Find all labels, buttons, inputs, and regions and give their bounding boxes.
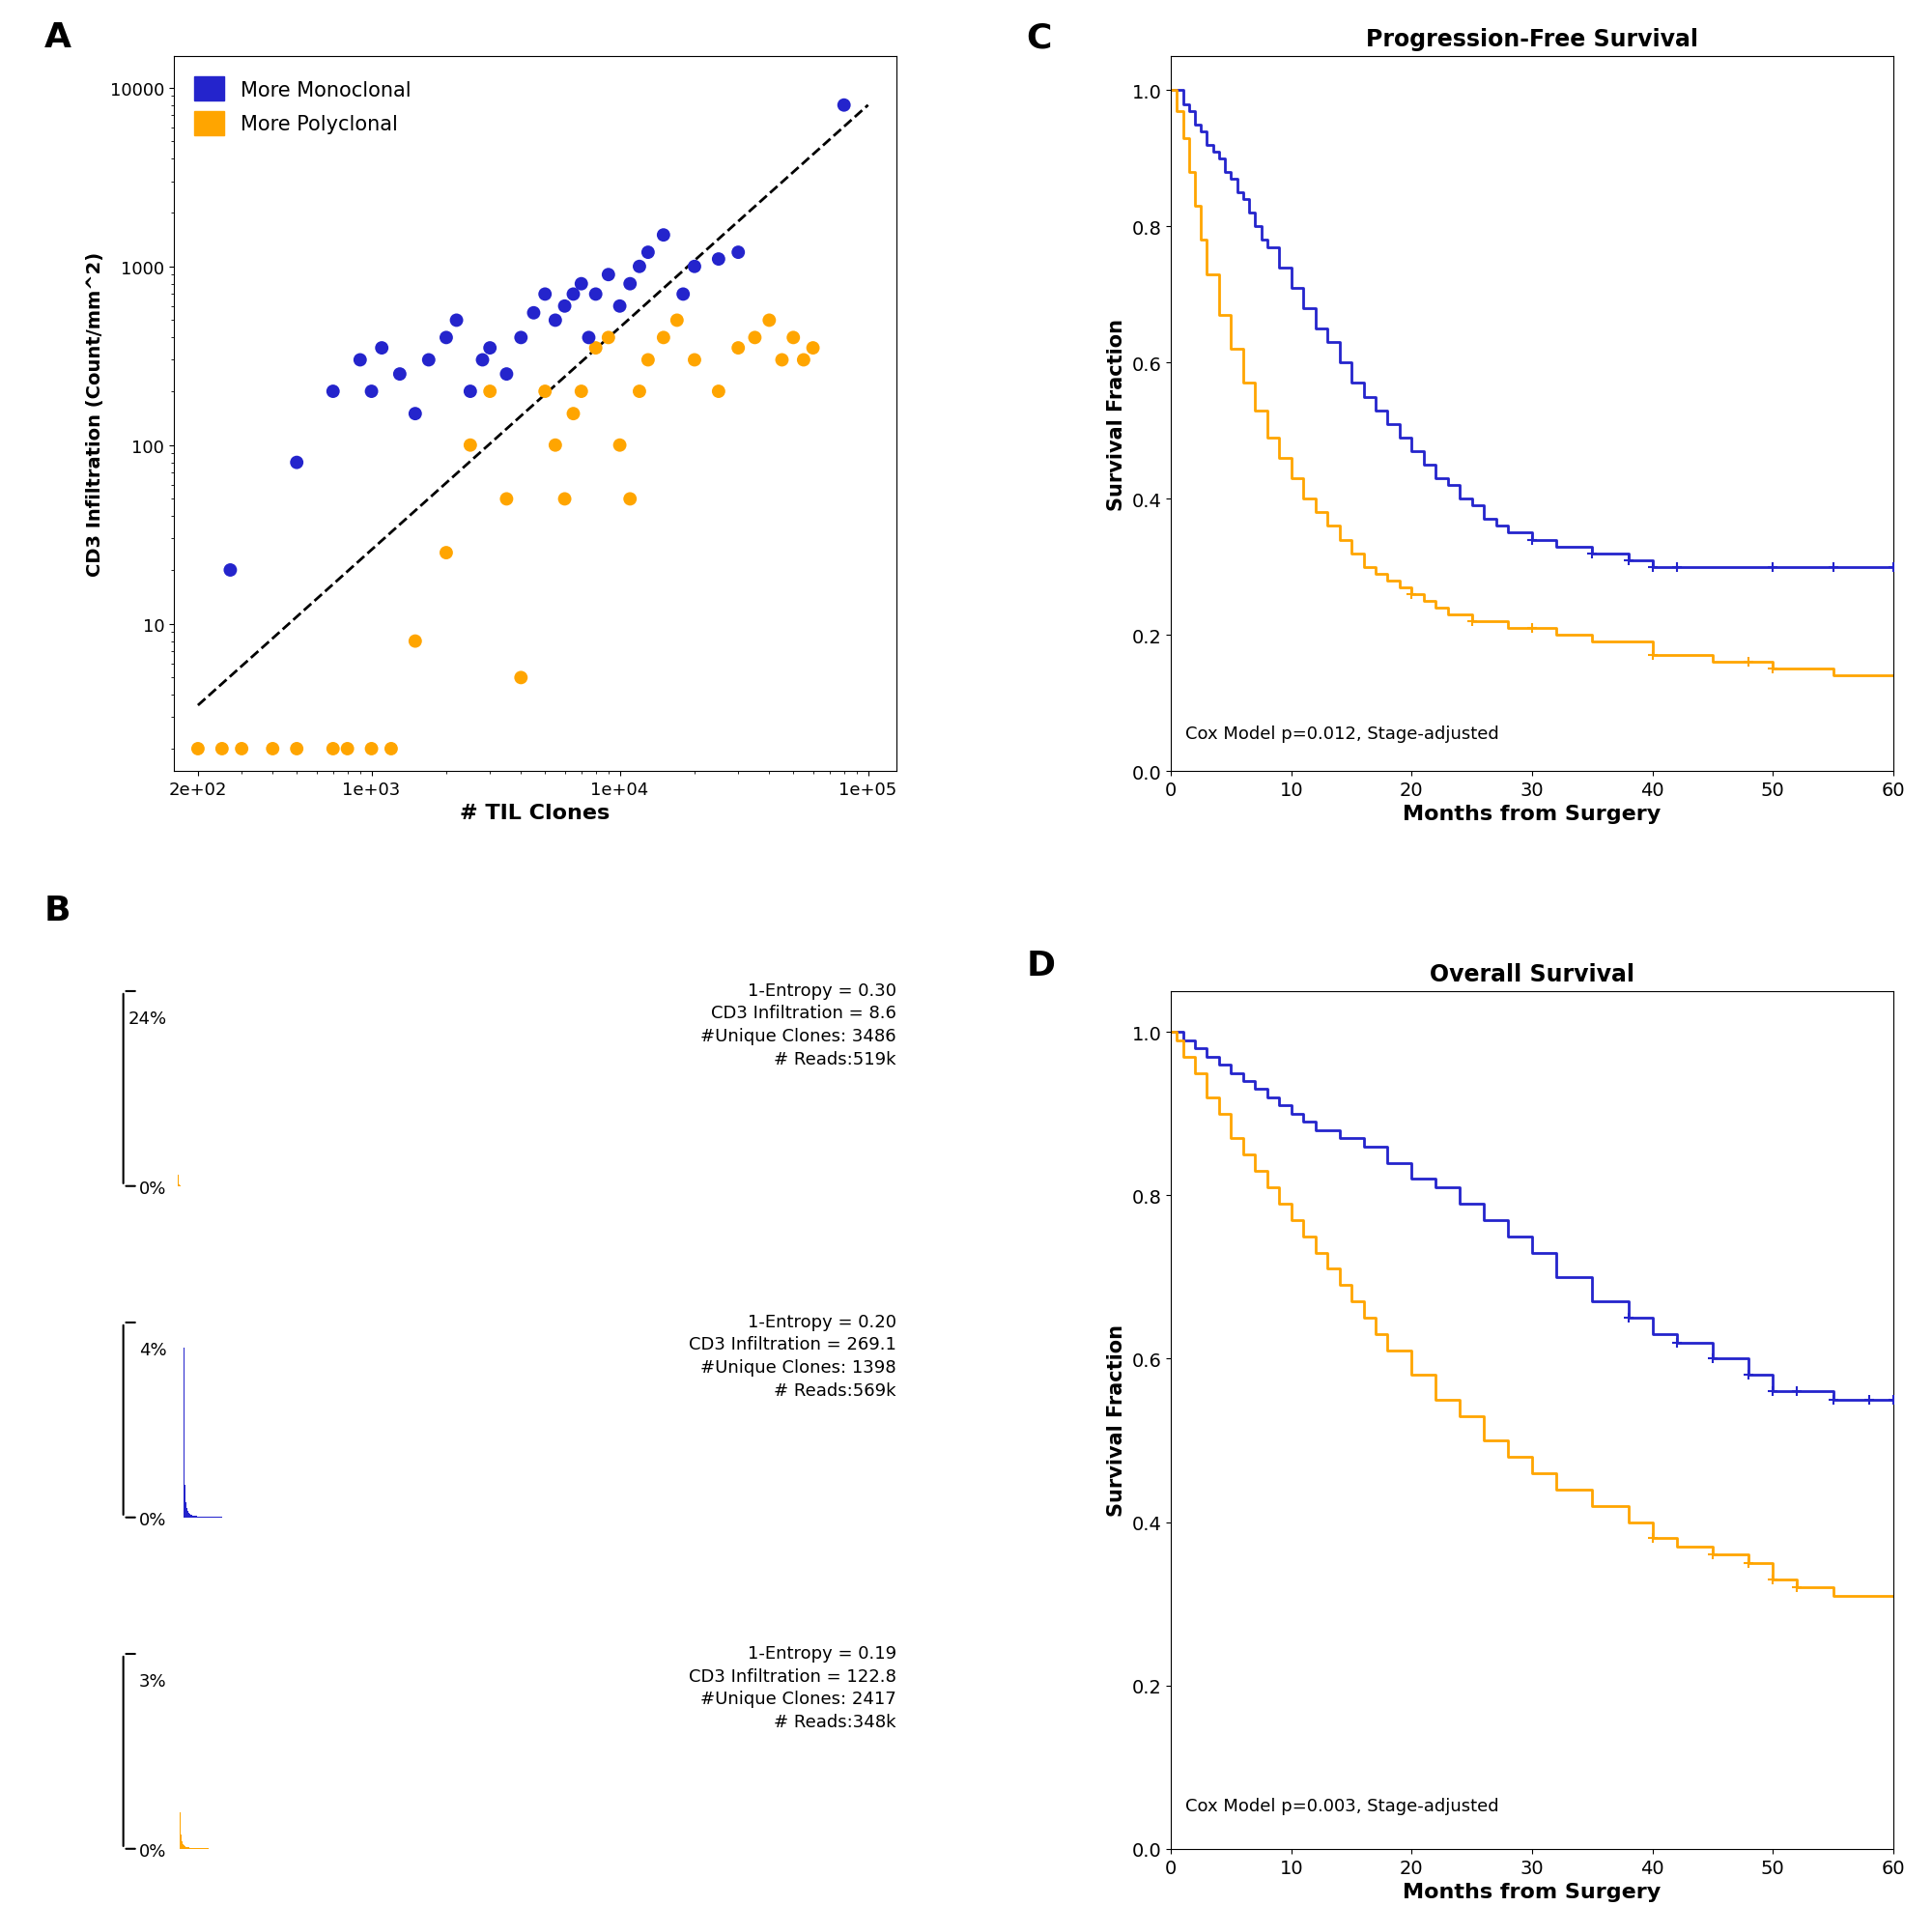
Point (668, 280, 699, 311)
X-axis label: # TIL Clones: # TIL Clones (460, 804, 611, 823)
Point (558, 280, 589, 311)
Point (182, 734, 213, 764)
Point (384, 360, 415, 391)
Point (614, 484, 645, 515)
Point (257, 734, 288, 764)
Y-axis label: CD3 Infiltration (Count/mm^2): CD3 Infiltration (Count/mm^2) (87, 252, 104, 578)
Point (431, 322, 462, 353)
Point (400, 627, 431, 658)
Point (475, 334, 506, 364)
Point (723, 238, 753, 269)
Point (566, 377, 597, 408)
Point (344, 345, 375, 375)
Text: 1-Entropy = 0.19
CD3 Infiltration = 122.8
#Unique Clones: 2417
# Reads:348k: 1-Entropy = 0.19 CD3 Infiltration = 122.… (690, 1645, 896, 1731)
Point (468, 345, 498, 375)
Text: Cox Model p=0.003, Stage-adjusted: Cox Model p=0.003, Stage-adjusted (1186, 1797, 1499, 1815)
Text: C: C (1026, 21, 1051, 53)
Point (678, 345, 709, 375)
Point (798, 334, 829, 364)
Point (703, 377, 734, 408)
Point (614, 269, 645, 299)
Point (703, 244, 734, 274)
Point (475, 377, 506, 408)
Point (431, 537, 462, 568)
Text: 1-Entropy = 0.30
CD3 Infiltration = 8.6
#Unique Clones: 3486
# Reads:519k: 1-Entropy = 0.30 CD3 Infiltration = 8.6 … (701, 982, 896, 1067)
Point (558, 398, 589, 429)
Point (207, 734, 238, 764)
Point (767, 345, 798, 375)
Point (549, 484, 580, 515)
Point (678, 252, 709, 282)
Title: Progression-Free Survival: Progression-Free Survival (1366, 29, 1698, 51)
Point (440, 305, 471, 335)
Point (539, 305, 570, 335)
Point (779, 322, 810, 353)
Point (282, 448, 313, 478)
Point (226, 734, 257, 764)
Point (647, 322, 678, 353)
Point (740, 322, 771, 353)
Point (624, 377, 655, 408)
Point (491, 484, 522, 515)
Point (753, 305, 784, 335)
Point (788, 345, 819, 375)
Point (539, 431, 570, 461)
Y-axis label: Survival Fraction: Survival Fraction (1107, 318, 1126, 511)
Point (506, 322, 537, 353)
Point (829, 91, 860, 122)
Point (375, 734, 406, 764)
Point (632, 238, 663, 269)
Point (454, 431, 485, 461)
Point (355, 377, 386, 408)
Point (632, 345, 663, 375)
Point (214, 555, 245, 585)
Point (355, 734, 386, 764)
Text: 1-Entropy = 0.20
CD3 Infiltration = 269.1
#Unique Clones: 1398
# Reads:569k: 1-Entropy = 0.20 CD3 Infiltration = 269.… (690, 1313, 896, 1399)
Point (624, 252, 655, 282)
Title: Overall Survival: Overall Survival (1430, 963, 1634, 985)
X-axis label: Months from Surgery: Months from Surgery (1403, 1881, 1662, 1900)
Point (282, 734, 313, 764)
Text: B: B (44, 894, 70, 926)
Point (580, 334, 611, 364)
Point (549, 292, 580, 322)
Point (317, 377, 348, 408)
Point (506, 663, 537, 694)
Legend: More Monoclonal, More Polyclonal: More Monoclonal, More Polyclonal (184, 67, 421, 147)
Point (574, 322, 605, 353)
Point (647, 221, 678, 252)
Text: A: A (44, 21, 71, 53)
Point (491, 360, 522, 391)
Point (518, 299, 549, 330)
Point (723, 334, 753, 364)
Point (605, 292, 636, 322)
Y-axis label: Survival Fraction: Survival Fraction (1107, 1325, 1126, 1517)
X-axis label: Months from Surgery: Months from Surgery (1403, 804, 1662, 823)
Point (400, 398, 431, 429)
Point (454, 377, 485, 408)
Point (580, 280, 611, 311)
Point (367, 334, 398, 364)
Point (593, 259, 624, 290)
Point (332, 734, 363, 764)
Point (529, 377, 560, 408)
Point (566, 269, 597, 299)
Point (529, 280, 560, 311)
Point (413, 345, 444, 375)
Point (661, 305, 692, 335)
Point (593, 322, 624, 353)
Text: D: D (1026, 949, 1055, 982)
Point (605, 431, 636, 461)
Text: Cox Model p=0.012, Stage-adjusted: Cox Model p=0.012, Stage-adjusted (1186, 726, 1499, 743)
Point (317, 734, 348, 764)
